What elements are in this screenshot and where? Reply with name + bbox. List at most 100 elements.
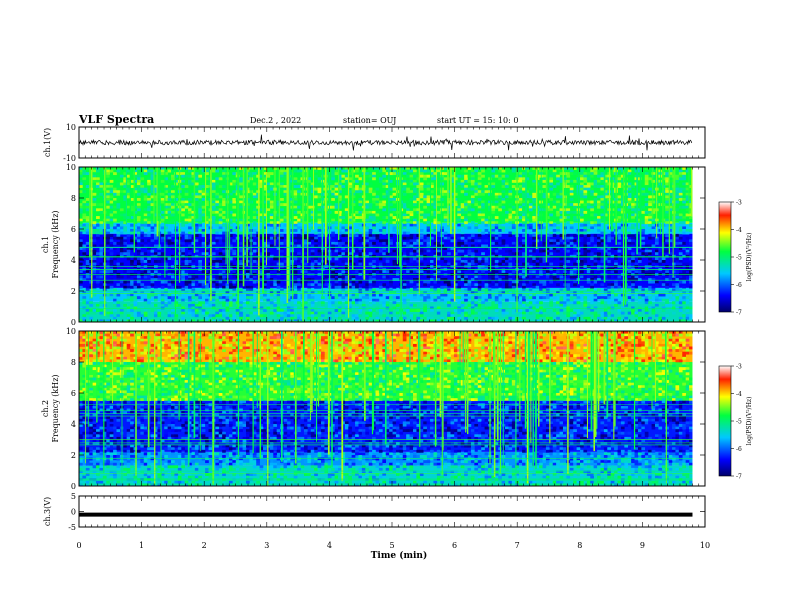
spectrogram-cell — [460, 241, 465, 245]
spectrogram-cell — [331, 192, 335, 196]
spectrogram-cell — [160, 291, 165, 294]
spectrogram-cell — [474, 288, 479, 292]
spectrogram-cell — [194, 241, 199, 245]
spectrogram-cell — [358, 311, 363, 315]
spectrogram-cell — [378, 249, 383, 253]
spectrogram-cell — [344, 314, 349, 318]
spectrogram-cell — [334, 172, 339, 176]
spectrogram-cell — [552, 249, 557, 253]
spectrogram-cell — [341, 283, 346, 287]
spectrogram-cell — [481, 210, 485, 214]
spectrogram-cell — [256, 252, 260, 256]
spectrogram-cell — [153, 260, 158, 263]
spectrogram-cell — [522, 241, 526, 245]
spectrogram-cell — [160, 301, 165, 305]
spectrogram-cell — [283, 241, 288, 245]
spectrogram-cell — [525, 257, 530, 261]
spectrogram-cell — [460, 260, 465, 263]
spectrogram-cell — [505, 298, 509, 302]
spectrogram-cell — [130, 239, 134, 243]
spectrogram-cell — [409, 280, 414, 284]
spectrogram-cell — [436, 241, 441, 245]
spectrogram-cell — [171, 210, 175, 214]
spectrogram-cell — [433, 241, 438, 245]
spectrogram-cell — [569, 185, 574, 188]
spectrogram-cell — [215, 285, 220, 289]
spectrogram-cell — [184, 221, 189, 225]
spectrogram-cell — [147, 169, 151, 173]
spectrogram-cell — [269, 293, 274, 297]
spectrogram-cell — [474, 200, 479, 204]
spectrogram-cell — [477, 291, 482, 294]
spectrogram-cell — [569, 252, 574, 256]
spectrogram-cell — [365, 210, 369, 214]
spectrogram-cell — [198, 301, 202, 305]
spectrogram-cell — [573, 179, 577, 183]
spectrogram-cell — [184, 205, 189, 209]
spectrogram-cell — [522, 192, 526, 196]
spectrogram-cell — [133, 257, 138, 261]
spectrogram-cell — [331, 244, 335, 248]
spectrogram-cell — [348, 252, 352, 256]
spectrogram-cell — [453, 218, 458, 222]
spectrogram-cell — [269, 262, 274, 266]
spectrogram-cell — [464, 278, 468, 281]
spectrogram-cell — [79, 185, 83, 188]
spectrogram-cell — [413, 182, 417, 186]
spectrogram-cell — [293, 229, 298, 232]
spectrogram-cell — [147, 252, 151, 256]
spectrogram-cell — [358, 187, 363, 191]
spectrogram-cell — [136, 239, 141, 243]
spectrogram-cell — [382, 288, 387, 292]
spectrogram-cell — [549, 244, 554, 248]
spectrogram-cell — [276, 221, 281, 225]
spectrogram-cell — [235, 319, 240, 322]
spectrogram-cell — [525, 270, 530, 274]
spectrogram-cell — [150, 309, 155, 312]
spectrogram-cell — [164, 210, 168, 214]
spectrogram-cell — [419, 319, 424, 322]
spectrogram-cell — [498, 241, 502, 245]
spectrogram-cell — [505, 262, 509, 266]
spectrogram-cell — [419, 174, 424, 178]
spectrogram-cell — [566, 241, 571, 245]
spectrogram-cell — [126, 249, 131, 253]
spectrogram-cell — [569, 275, 574, 279]
spectrogram-cell — [92, 285, 97, 289]
spectrogram-cell — [477, 174, 482, 178]
spectrogram-cell — [222, 280, 226, 284]
spectrogram-cell — [276, 244, 281, 248]
spectrogram-cell — [314, 195, 318, 199]
spectrogram-cell — [372, 221, 376, 225]
spectrogram-cell — [402, 205, 407, 209]
spectrogram-cell — [160, 316, 165, 320]
spectrogram-cell — [474, 182, 479, 186]
spectrogram-cell — [167, 208, 172, 212]
spectrogram-cell — [409, 226, 414, 230]
spectrogram-cell — [464, 221, 468, 225]
spectrogram-cell — [293, 316, 298, 320]
spectrogram-cell — [542, 236, 547, 240]
spectrogram-cell — [535, 303, 540, 307]
spectrogram-cell — [406, 288, 410, 292]
spectrogram-cell — [143, 213, 148, 217]
spectrogram-cell — [467, 167, 472, 170]
spectrogram-cell — [133, 174, 138, 178]
spectrogram-cell — [535, 247, 540, 250]
spectrogram-cell — [528, 260, 533, 263]
spectrogram-cell — [113, 319, 117, 322]
spectrogram-cell — [143, 200, 148, 204]
spectrogram-cell — [501, 285, 506, 289]
spectrogram-cell — [457, 316, 462, 320]
spectrogram-cell — [542, 280, 547, 284]
spectrogram-cell — [402, 179, 407, 183]
spectrogram-cell — [239, 262, 243, 266]
spectrogram-cell — [392, 298, 397, 302]
spectrogram-cell — [344, 244, 349, 248]
spectrogram-cell — [256, 192, 260, 196]
spectrogram-cell — [126, 293, 131, 297]
spectrogram-cell — [494, 213, 499, 217]
spectrogram-cell — [467, 249, 472, 253]
spectrogram-cell — [317, 208, 322, 212]
